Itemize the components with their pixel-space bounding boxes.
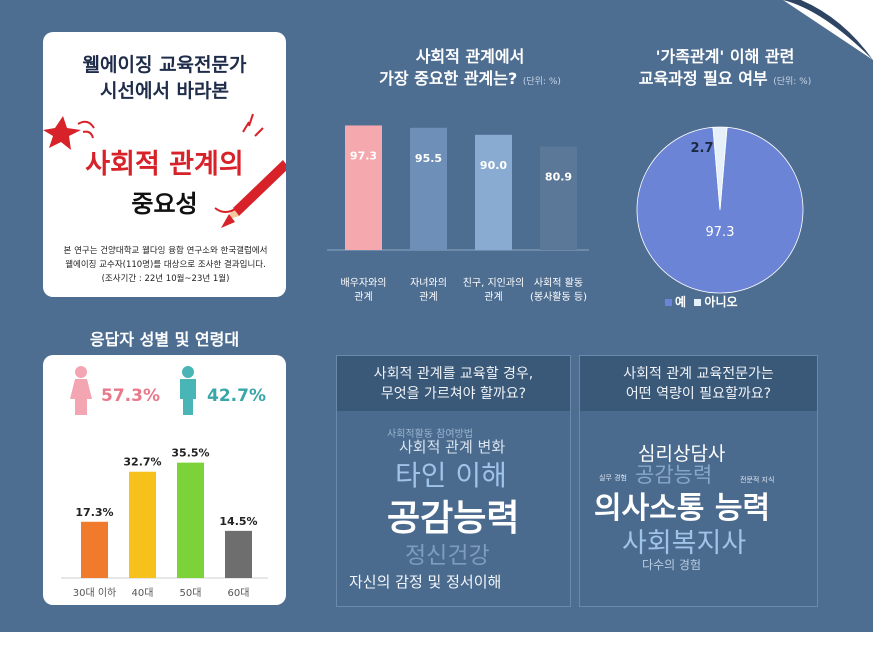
- bar: [475, 134, 512, 250]
- title-card: 웰에이징 교육전문가 시선에서 바라본 사회적 관계의 중요성 본 연구는 건양…: [43, 32, 286, 297]
- pie-value-no: 2.7: [690, 141, 713, 156]
- legend-label-no: 아니오: [704, 295, 738, 309]
- family-unit: (단위: %): [773, 77, 812, 87]
- cloud1-word: 자신의 감정 및 정서이해: [349, 573, 502, 591]
- word-cloud-question-2: 사회적 관계 교육전문가는 어떤 역량이 필요할까요?: [580, 356, 817, 411]
- family-title-line-2: 교육과정 필요 여부: [638, 69, 768, 88]
- demographics-title: 응답자 성별 및 연령대: [89, 330, 240, 349]
- female-icon: [70, 366, 92, 415]
- gender-row: 57.3% 42.7%: [70, 366, 266, 415]
- cloud2-word: 심리상담사: [638, 443, 726, 465]
- age-category-label: 40대: [132, 587, 154, 599]
- age-bar: [177, 462, 204, 578]
- relationship-title-line-1: 사회적 관계에서: [415, 47, 525, 66]
- age-category-label: 50대: [180, 587, 202, 599]
- cloud1-word: 타인 이해: [395, 459, 507, 492]
- cloud1-word: 정신건강: [405, 543, 490, 569]
- bar-value-label: 80.9: [545, 170, 572, 183]
- survey-note-line-1: 본 연구는 건양대학교 웰다잉 융합 연구소와 한국갤럽에서: [63, 246, 268, 256]
- age-bar-value: 14.5%: [219, 515, 257, 528]
- pie-slice-yes: [636, 126, 804, 294]
- female-percent: 57.3%: [101, 386, 160, 406]
- title-line-1: 웰에이징 교육전문가: [82, 54, 247, 76]
- family-pie-chart: 97.3 2.7: [636, 126, 804, 294]
- bar: [540, 146, 577, 250]
- bar-value-label: 90.0: [480, 159, 507, 172]
- relationship-unit: (단위: %): [522, 77, 561, 87]
- age-bar-chart: 17.3% 30대 이하 32.7% 40대 35.5% 50대 14.5% 60대: [61, 447, 268, 599]
- title-line-3: 사회적 관계의: [85, 149, 244, 180]
- category-label: 배우자와의: [341, 277, 387, 289]
- demographics-card: 57.3% 42.7% 17.3% 30대 이하 32.7% 40대 35.5% 50대 1…: [43, 355, 286, 605]
- cloud1-word: 사회적 관계 변화: [399, 438, 506, 456]
- relationship-chart-title: 사회적 관계에서 가장 중요한 관계는? (단위: %): [360, 46, 580, 93]
- male-percent: 42.7%: [207, 386, 266, 406]
- title-line-2: 시선에서 바라본: [100, 80, 229, 102]
- word-cloud-panel-2: 사회적 관계 교육전문가는 어떤 역량이 필요할까요? 심리상담사 공감능력 실…: [579, 355, 818, 607]
- bar: [410, 127, 447, 250]
- cloud1-word: 공감능력: [387, 498, 520, 539]
- bar-value-label: 95.5: [415, 152, 442, 165]
- category-label: 관계: [484, 291, 502, 303]
- word-cloud-panel-1: 사회적 관계를 교육할 경우, 무엇을 가르쳐야 할까요? 사회적활동 참여방법…: [336, 355, 571, 607]
- category-label: 자녀와의: [410, 277, 447, 289]
- relationship-title-line-2: 가장 중요한 관계는?: [379, 69, 518, 88]
- word-cloud-question-1: 사회적 관계를 교육할 경우, 무엇을 가르쳐야 할까요?: [337, 356, 570, 411]
- cloud1-question-line-1: 사회적 관계를 교육할 경우,: [373, 366, 534, 382]
- age-category-label: 30대 이하: [73, 586, 117, 599]
- legend-swatch-yes: [665, 299, 672, 306]
- cloud2-question-line-1: 사회적 관계 교육전문가는: [623, 366, 774, 382]
- cloud1-question-line-2: 무엇을 가르쳐야 할까요?: [380, 386, 527, 402]
- category-label: 관계: [354, 291, 372, 303]
- survey-note: 본 연구는 건양대학교 웰다잉 융합 연구소와 한국갤럽에서 웰에이징 교수자(…: [53, 244, 278, 286]
- cloud1-word: 사회적활동 참여방법: [387, 429, 473, 440]
- bar: [345, 125, 382, 250]
- word-cloud-1: 사회적활동 참여방법 사회적 관계 변화 타인 이해 공감능력 정신건강 자신의…: [337, 411, 570, 606]
- age-bar: [225, 530, 252, 578]
- cloud2-word: 공감능력: [635, 463, 713, 487]
- legend-label-yes: 예: [675, 295, 687, 309]
- age-bar-value: 17.3%: [75, 506, 113, 519]
- cloud2-word: 의사소통 능력: [594, 491, 771, 526]
- family-chart-title: '가족관계' 이해 관련 교육과정 필요 여부 (단위: %): [610, 46, 840, 93]
- cloud2-question-line-2: 어떤 역량이 필요할까요?: [625, 386, 772, 402]
- cloud2-word: 전문적 지식: [740, 476, 775, 484]
- title-line-4: 중요성: [131, 190, 198, 218]
- category-label: 관계: [419, 291, 437, 303]
- male-icon: [180, 366, 196, 415]
- pie-slice-no: [712, 126, 728, 211]
- age-bar: [129, 471, 156, 578]
- category-label: 사회적 활동: [534, 276, 583, 289]
- survey-note-line-3: (조사기간 : 22년 10월~23년 1월): [101, 274, 230, 284]
- pie-legend: 예 아니오: [665, 293, 738, 310]
- cloud2-word: 실무 경험: [599, 474, 627, 482]
- survey-note-line-2: 웰에이징 교수자(110명)를 대상으로 조사한 결과입니다.: [65, 260, 266, 270]
- cloud2-word: 다수의 경험: [642, 558, 702, 572]
- age-category-label: 60대: [228, 587, 250, 599]
- bottom-strip: [0, 632, 873, 645]
- age-bar-value: 35.5%: [171, 447, 209, 460]
- category-label: 친구, 지인과의: [463, 277, 525, 289]
- age-bar: [81, 521, 108, 578]
- pie-value-yes: 97.3: [706, 225, 735, 240]
- family-title-line-1: '가족관계' 이해 관련: [655, 47, 795, 66]
- age-bar-value: 32.7%: [123, 456, 161, 469]
- cloud2-word: 사회복지사: [622, 528, 747, 559]
- category-label: (봉사활동 등): [530, 290, 587, 303]
- legend-swatch-no: [694, 299, 702, 306]
- word-cloud-2: 심리상담사 공감능력 실무 경험 전문적 지식 의사소통 능력 사회복지사 다수…: [580, 411, 817, 606]
- bar-value-label: 97.3: [350, 149, 377, 162]
- page-curl-decoration: [783, 0, 873, 60]
